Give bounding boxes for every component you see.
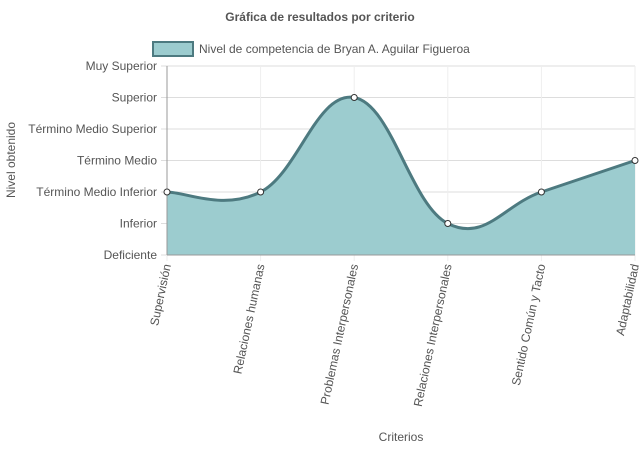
legend-label: Nivel de competencia de Bryan A. Aguilar… — [199, 42, 470, 56]
x-tick-labels: Supervisión Relaciones humanas Problemas I… — [147, 262, 639, 407]
y-tick-label: Superior — [112, 91, 157, 105]
x-tick-label: Relaciones Interpersonales — [411, 263, 455, 408]
legend-swatch — [152, 41, 194, 57]
y-tick-label: Término Medio — [77, 154, 157, 168]
data-point[interactable] — [257, 188, 265, 196]
legend[interactable]: Nivel de competencia de Bryan A. Aguilar… — [152, 41, 470, 57]
data-points — [163, 94, 639, 227]
y-axis-title: Nivel obtenido — [4, 122, 18, 198]
y-tick-labels: Deficiente Inferior Término Medio Inferior… — [28, 59, 157, 262]
series-fill — [167, 97, 635, 255]
y-tick-label: Término Medio Inferior — [36, 185, 157, 199]
x-tick-label: Problemas Interpersonales — [318, 263, 362, 406]
axes — [166, 66, 635, 256]
y-tick-label: Inferior — [120, 217, 157, 231]
data-point[interactable] — [631, 157, 639, 164]
data-point[interactable] — [350, 94, 358, 101]
x-tick-label: Relaciones humanas — [231, 263, 268, 376]
data-point[interactable] — [163, 188, 171, 196]
data-point[interactable] — [537, 188, 545, 196]
x-tick-label: Supervisión — [147, 263, 174, 327]
data-point[interactable] — [444, 220, 452, 227]
y-tick-label: Muy Superior — [86, 59, 157, 73]
y-tick-label: Término Medio Superior — [28, 122, 157, 136]
x-tick-label: Adaptabilidad — [613, 263, 639, 337]
chart-title: Gráfica de resultados por criterio — [225, 10, 414, 24]
series-area — [166, 95, 636, 255]
y-tick-label: Deficiente — [104, 248, 158, 262]
x-tick-label: Sentido Común y Tacto — [509, 262, 549, 386]
x-axis-title: Criterios — [379, 430, 424, 444]
